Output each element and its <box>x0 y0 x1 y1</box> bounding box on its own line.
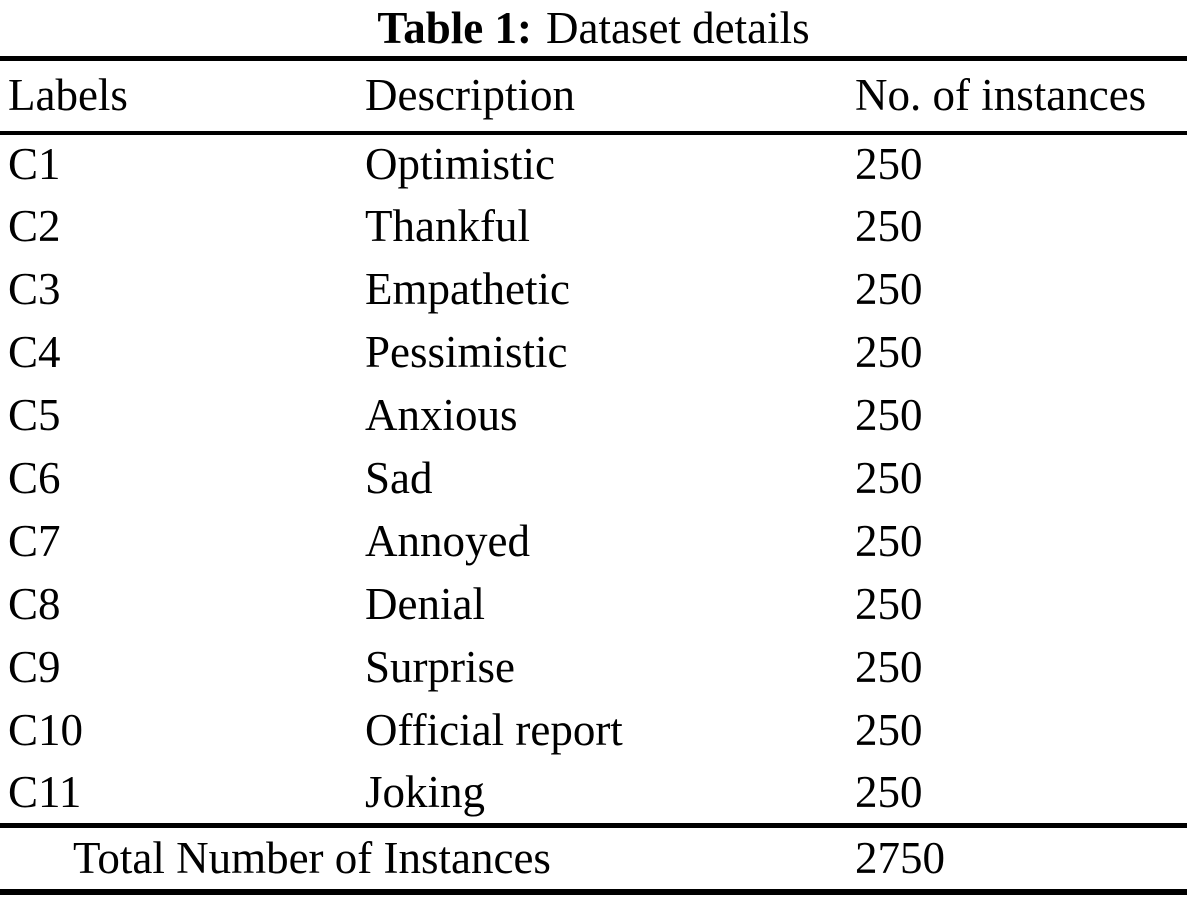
row-description: Sad <box>365 453 433 504</box>
row-label: C10 <box>8 705 84 756</box>
row-instances: 250 <box>855 579 923 630</box>
row-description: Pessimistic <box>365 327 568 378</box>
row-instances: 250 <box>855 201 923 252</box>
table-row: C3 Empathetic 250 <box>0 259 1187 322</box>
total-label: Total Number of Instances <box>73 832 551 883</box>
row-instances: 250 <box>855 327 923 378</box>
total-value: 2750 <box>855 832 945 883</box>
column-header-instances: No. of instances <box>855 70 1147 120</box>
row-description: Optimistic <box>365 139 555 190</box>
column-header-labels: Labels <box>8 70 128 120</box>
table-row: C10 Official report 250 <box>0 700 1187 763</box>
row-label: C4 <box>8 327 61 378</box>
table-body: C1 Optimistic 250 C2 Thankful 250 C3 Emp… <box>0 133 1187 826</box>
row-instances: 250 <box>855 516 923 567</box>
table-caption-text: Dataset details <box>545 3 810 53</box>
table-row: C5 Anxious 250 <box>0 385 1187 448</box>
row-instances: 250 <box>855 390 923 441</box>
row-label: C1 <box>8 139 61 190</box>
row-label: C2 <box>8 201 61 252</box>
table-caption-label: Table 1: <box>377 3 532 53</box>
table-footer: Total Number of Instances 2750 <box>0 825 1187 892</box>
row-label: C8 <box>8 579 61 630</box>
table-caption: Table 1: Dataset details <box>0 0 1187 56</box>
row-label: C11 <box>8 767 82 817</box>
row-label: C5 <box>8 390 61 441</box>
table-row: C6 Sad 250 <box>0 448 1187 511</box>
row-description: Joking <box>365 767 486 817</box>
row-instances: 250 <box>855 139 923 190</box>
table-row: C2 Thankful 250 <box>0 196 1187 259</box>
table-row: C1 Optimistic 250 <box>0 133 1187 196</box>
table-row: C4 Pessimistic 250 <box>0 322 1187 385</box>
table-row: C8 Denial 250 <box>0 574 1187 637</box>
row-description: Denial <box>365 579 485 630</box>
table-header: Labels Description No. of instances <box>0 59 1187 133</box>
row-label: C9 <box>8 642 61 693</box>
row-instances: 250 <box>855 453 923 504</box>
row-description: Empathetic <box>365 264 570 315</box>
row-description: Surprise <box>365 642 515 693</box>
row-description: Anxious <box>365 390 518 441</box>
row-label: C3 <box>8 264 61 315</box>
row-label: C6 <box>8 453 61 504</box>
dataset-details-table: Labels Description No. of instances C1 O… <box>0 56 1187 895</box>
table-total-row: Total Number of Instances 2750 <box>0 825 1187 892</box>
table-row: C7 Annoyed 250 <box>0 511 1187 574</box>
row-label: C7 <box>8 516 61 567</box>
row-instances: 250 <box>855 767 923 817</box>
table-row: C11 Joking 250 <box>0 763 1187 826</box>
table-row: C9 Surprise 250 <box>0 637 1187 700</box>
column-header-description: Description <box>365 70 575 120</box>
row-description: Thankful <box>365 201 530 252</box>
table-header-row: Labels Description No. of instances <box>0 59 1187 133</box>
row-instances: 250 <box>855 642 923 693</box>
row-instances: 250 <box>855 705 923 756</box>
row-description: Annoyed <box>365 516 530 567</box>
row-instances: 250 <box>855 264 923 315</box>
row-description: Official report <box>365 705 623 756</box>
